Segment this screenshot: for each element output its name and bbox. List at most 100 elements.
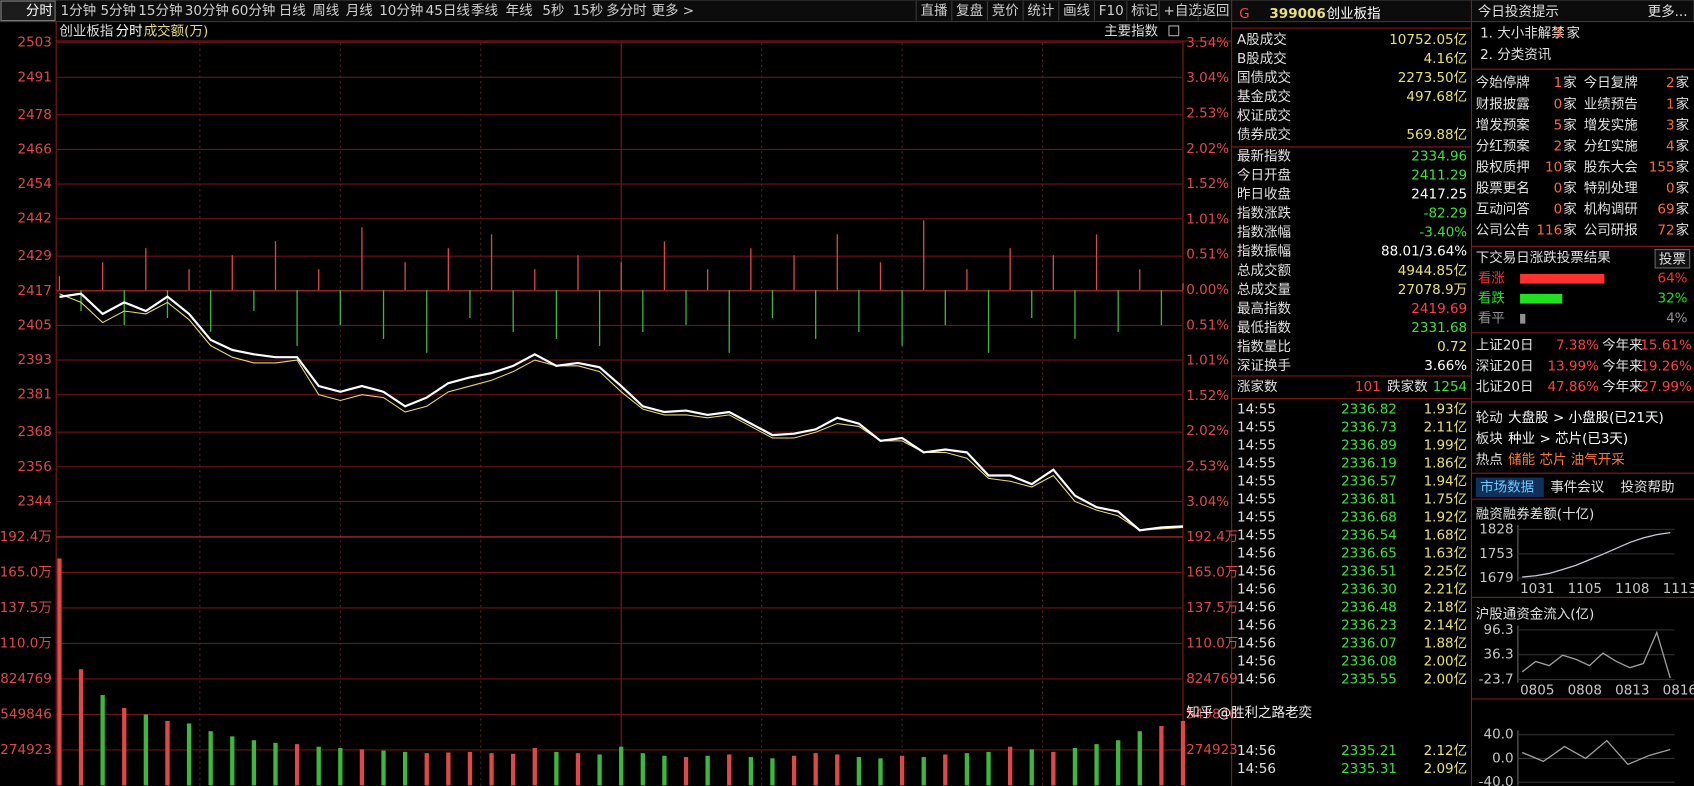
quote-value: 88.01/3.64%	[1381, 244, 1467, 260]
period-tab[interactable]: 30分钟	[185, 2, 229, 19]
quote-label: 昨日收盘	[1237, 186, 1291, 203]
volume-bar	[511, 753, 516, 786]
stat-count: 72	[1657, 223, 1674, 239]
breadth-bar	[663, 241, 666, 291]
stat-count: 155	[1649, 159, 1675, 175]
volume-tick-label: 274923	[0, 742, 52, 758]
tick-amount: 1.86亿	[1424, 455, 1468, 471]
stat-label[interactable]: 互动问答	[1476, 201, 1530, 218]
breadth-bar	[512, 290, 514, 332]
tick-price: 2336.19	[1341, 455, 1397, 471]
period-tab[interactable]: 45日线	[426, 3, 470, 19]
stat-count: 0	[1666, 181, 1675, 197]
vote-value: 32%	[1658, 291, 1688, 307]
tick-time: 14:56	[1237, 563, 1276, 579]
breadth-bar	[706, 269, 709, 291]
y2-tick-label: 1.01%	[1186, 212, 1229, 228]
period-tab[interactable]: 多分时	[606, 2, 647, 19]
period-tab[interactable]: 1分钟	[61, 2, 97, 19]
stat-label[interactable]: 机构调研	[1584, 202, 1638, 218]
tip-item[interactable]: 2. 分类资讯	[1480, 47, 1552, 63]
stat-label[interactable]: 今始停牌	[1476, 74, 1530, 91]
period-tab[interactable]: 5分钟	[100, 2, 136, 19]
y2-tick-label: 2.02%	[1186, 423, 1229, 439]
return-value: 13.99%	[1547, 358, 1599, 374]
breadth-bar	[274, 241, 277, 291]
vote-button-label[interactable]: 投票	[1659, 251, 1686, 267]
stat-label[interactable]: 增发实施	[1584, 117, 1638, 133]
period-tab[interactable]: 月线	[346, 3, 373, 19]
period-tab[interactable]: 10分钟	[379, 2, 423, 19]
stat-label[interactable]: 财报披露	[1476, 96, 1530, 112]
tips-more[interactable]: 更多...	[1648, 3, 1688, 20]
stat-label[interactable]: 股权质押	[1476, 158, 1530, 175]
stat-label[interactable]: 增发预案	[1476, 116, 1530, 133]
breadth-bar	[188, 269, 190, 291]
stat-unit: 家	[1676, 201, 1690, 218]
volume-bar	[489, 753, 494, 786]
breadth-bar	[1074, 290, 1076, 339]
mini-x-label: 1108	[1615, 581, 1649, 597]
index-button[interactable]: 主要指数	[1104, 23, 1158, 39]
volume-bar	[921, 757, 926, 786]
stat-label[interactable]: 股票更名	[1476, 181, 1530, 197]
breadth-bar	[318, 269, 320, 291]
volume-bar	[467, 751, 473, 786]
stat-unit: 家	[1676, 137, 1690, 154]
breadth-bar	[1160, 290, 1163, 325]
tool-button[interactable]: 复盘	[956, 2, 983, 19]
return-label: 上证20日	[1476, 338, 1534, 354]
market-tab[interactable]: 事件会议	[1550, 479, 1604, 495]
tool-button[interactable]: 返回	[1202, 3, 1229, 19]
breadth-bar	[1117, 290, 1119, 332]
period-tab[interactable]: 15分钟	[138, 2, 182, 19]
chart-subtitle: 分时	[116, 23, 143, 39]
period-tab[interactable]: 年线	[506, 3, 533, 19]
period-tab[interactable]: 周线	[312, 3, 339, 19]
mini-tick-label: 1828	[1479, 521, 1513, 537]
y-tick-label: 2442	[17, 211, 51, 227]
mini-tick-label: 40.0	[1484, 727, 1514, 743]
tool-button[interactable]: +自选	[1164, 3, 1203, 19]
stat-label[interactable]: 今日复牌	[1584, 74, 1638, 91]
volume-bar	[359, 749, 365, 786]
stat-label[interactable]: 公司公告	[1476, 223, 1530, 239]
stat-label[interactable]: 分红实施	[1584, 138, 1638, 154]
index-toggle[interactable]	[1168, 25, 1180, 37]
vote-button[interactable]	[1654, 249, 1691, 269]
breadth-bar	[901, 290, 903, 346]
stat-label[interactable]: 分红预案	[1476, 137, 1530, 154]
up-count: 101	[1355, 379, 1381, 395]
period-tab[interactable]: 更多 >	[651, 2, 694, 19]
tool-button[interactable]: 统计	[1027, 3, 1054, 19]
volume-bar	[1116, 740, 1121, 786]
tick-price: 2336.73	[1341, 419, 1397, 435]
stat-label[interactable]: 特别处理	[1584, 181, 1638, 197]
market-tab[interactable]: 市场数据	[1480, 478, 1534, 495]
stat-label[interactable]: 股东大会	[1584, 159, 1638, 175]
quote-label: 总成交量	[1237, 281, 1291, 298]
period-tab[interactable]: 60分钟	[231, 2, 275, 19]
market-tab[interactable]: 投资帮助	[1621, 479, 1675, 495]
stat-label[interactable]: 公司研报	[1584, 223, 1638, 239]
breadth-bar	[966, 269, 968, 291]
period-tab[interactable]: 15秒	[573, 3, 604, 19]
tick-amount: 2.14亿	[1424, 617, 1468, 633]
tool-button[interactable]: 直播	[920, 3, 948, 19]
period-tab[interactable]: 分时	[26, 3, 53, 19]
tick-amount: 2.21亿	[1424, 581, 1468, 597]
tool-button[interactable]: 画线	[1063, 3, 1090, 19]
period-tab[interactable]: 5秒	[542, 3, 564, 19]
quote-name: 创业板指	[1327, 6, 1381, 22]
period-tab[interactable]: 季线	[471, 3, 498, 19]
tool-button[interactable]: 竞价	[992, 2, 1019, 19]
quote-label: 指数振幅	[1237, 244, 1291, 260]
stat-unit: 家	[1676, 74, 1690, 91]
period-tab[interactable]: 日线	[279, 3, 306, 19]
tip-item[interactable]: 1. 大小非解禁	[1480, 26, 1565, 42]
tool-button[interactable]: 标记	[1131, 3, 1158, 19]
stat-label[interactable]: 业绩预告	[1584, 96, 1638, 112]
y-tick-label: 2454	[17, 176, 51, 192]
tool-button[interactable]: F10	[1099, 3, 1124, 19]
rotation-text[interactable]: 储能 芯片 油气开采	[1508, 452, 1625, 468]
